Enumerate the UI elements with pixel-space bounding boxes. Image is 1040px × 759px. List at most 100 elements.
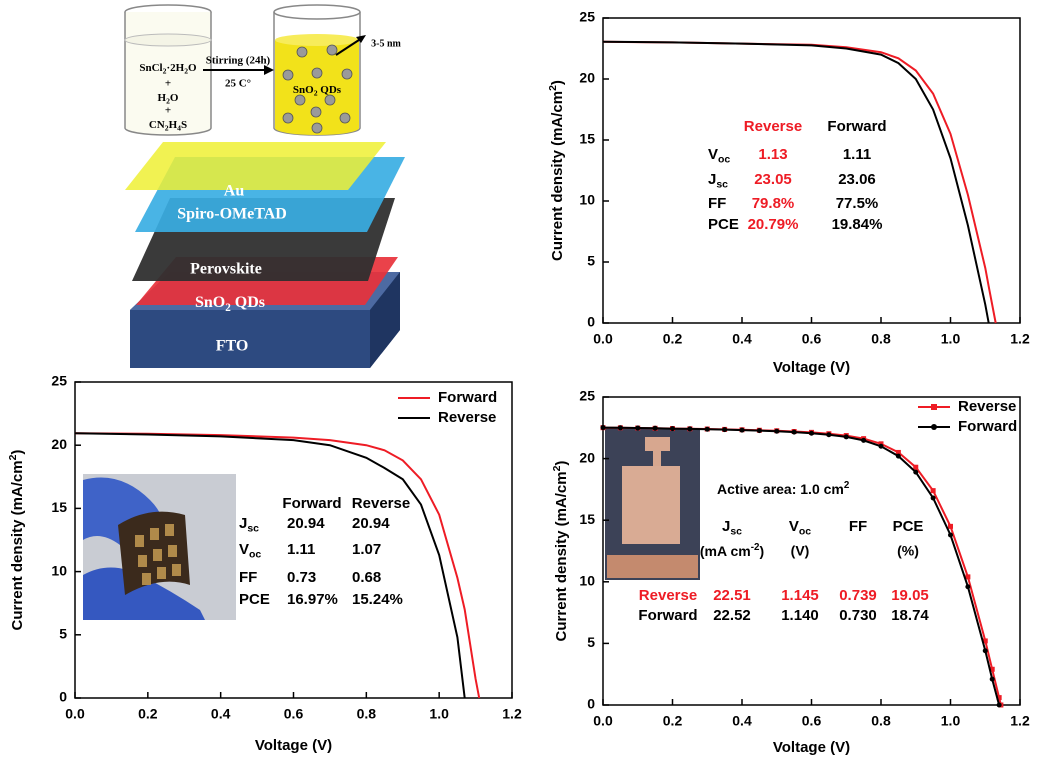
y-tick-label: 15 xyxy=(51,499,67,515)
y-tick-label: 5 xyxy=(587,634,595,650)
text-part: 2 xyxy=(547,85,559,91)
table-cell: 22.52 xyxy=(713,607,751,624)
table-row-label: Jsc xyxy=(239,515,259,534)
point xyxy=(791,429,797,435)
point xyxy=(617,425,623,431)
y-tick-label: 10 xyxy=(579,192,595,208)
text-part: 2 xyxy=(551,465,563,471)
plot-frame xyxy=(602,17,1021,324)
text-part: oc xyxy=(718,153,730,165)
x-tick-label: 1.2 xyxy=(1010,331,1030,347)
precursor: H2O xyxy=(158,92,179,106)
photo-pad xyxy=(135,535,144,547)
legend-marker xyxy=(931,424,937,430)
layer-label: Spiro-OMeTAD xyxy=(177,206,287,223)
text-part: -2 xyxy=(751,542,760,553)
legend-label: Forward xyxy=(958,418,1017,435)
point xyxy=(982,638,988,644)
text-part: ) xyxy=(759,543,764,559)
x-tick-label: 0.8 xyxy=(871,713,891,729)
text-part: S xyxy=(181,119,187,131)
table-cell: 19.05 xyxy=(891,587,929,604)
table-cell: 77.5% xyxy=(836,195,879,212)
liquid-top xyxy=(275,34,359,46)
table-cell: 23.05 xyxy=(754,171,792,188)
photo-pad xyxy=(172,564,181,576)
photo-edge xyxy=(607,555,698,578)
point xyxy=(652,425,658,431)
y-tick-label: 25 xyxy=(579,388,595,404)
table-row-label: Voc xyxy=(708,146,730,165)
size-label: 3-5 nm xyxy=(371,38,401,49)
table-row-label: Jsc xyxy=(708,171,728,190)
x-tick-label: 0.0 xyxy=(593,331,613,347)
y-tick-label: 25 xyxy=(51,373,67,389)
point xyxy=(989,676,995,682)
layer-label: FTO xyxy=(216,338,249,355)
text-part: V xyxy=(789,518,799,535)
precursor: + xyxy=(165,105,171,117)
text-part: 2 xyxy=(165,123,169,132)
text-part: 2 xyxy=(314,88,318,97)
text-part: ·2H xyxy=(166,62,184,74)
photo-pad xyxy=(142,573,151,585)
point xyxy=(774,428,780,434)
table-cell: 1.145 xyxy=(781,587,819,604)
point xyxy=(739,427,745,433)
text-part: Current density (mA/cm xyxy=(9,460,26,630)
x-tick-label: 1.0 xyxy=(429,706,449,722)
text-part: sc xyxy=(247,522,259,534)
process-step: Stirring (24h) xyxy=(206,55,271,67)
y-tick-label: 0 xyxy=(59,689,67,705)
layer-label: Au xyxy=(224,183,245,200)
legend-label: Forward xyxy=(438,389,497,406)
quantum-dots xyxy=(282,44,353,134)
chart: 0.0 0.2 0.4 0.6 0.8 1.0 1.2 0 5 10 15 20 25 Voltage (… xyxy=(551,388,1030,756)
table-cell: 18.74 xyxy=(891,607,929,624)
x-tick-label: 0.4 xyxy=(732,331,752,347)
point xyxy=(996,695,1002,701)
text-part: J xyxy=(708,171,716,188)
text-part: V xyxy=(239,541,249,558)
point xyxy=(948,523,953,529)
table-cell: 1.13 xyxy=(758,146,787,163)
point xyxy=(982,648,988,654)
legend-label: Reverse xyxy=(958,398,1016,415)
point xyxy=(809,430,814,436)
y-tick-label: 0 xyxy=(587,696,595,712)
legend-label: Reverse xyxy=(438,409,496,426)
series-line xyxy=(602,40,990,324)
layer-label: SnO2 QDs xyxy=(195,294,265,314)
y-tick-label: 5 xyxy=(59,626,67,642)
table-row-label: PCE xyxy=(708,216,739,233)
point xyxy=(913,469,919,475)
x-tick-label: 1.2 xyxy=(502,706,522,722)
point xyxy=(996,702,1002,708)
precursor: CN2H4S xyxy=(149,119,187,133)
table-cell: 19.84% xyxy=(832,216,883,233)
series-line xyxy=(602,40,997,324)
legend-marker xyxy=(931,404,937,410)
inset-photo xyxy=(605,428,700,580)
text-part: 2 xyxy=(7,454,19,460)
text-part: Active area: 1.0 cm xyxy=(717,481,844,497)
process-step: 25 C° xyxy=(225,78,251,90)
liquid-top xyxy=(124,33,212,47)
table-row-label: Reverse xyxy=(639,587,697,604)
point xyxy=(948,532,953,538)
text-part: oc xyxy=(249,548,261,560)
photo-pad xyxy=(150,528,159,540)
x-tick-label: 0.6 xyxy=(284,706,304,722)
table-header: PCE xyxy=(893,518,924,535)
text-part: ) xyxy=(553,461,570,466)
photo-glove xyxy=(83,567,205,620)
table-cell: 1.11 xyxy=(843,146,871,163)
y-axis-label: Current density (mA/cm2) xyxy=(547,80,566,261)
table-unit: (V) xyxy=(791,543,810,559)
text-part: 2 xyxy=(184,66,188,75)
table-cell: 0.73 xyxy=(287,569,316,586)
point xyxy=(878,443,884,449)
point xyxy=(861,437,867,443)
